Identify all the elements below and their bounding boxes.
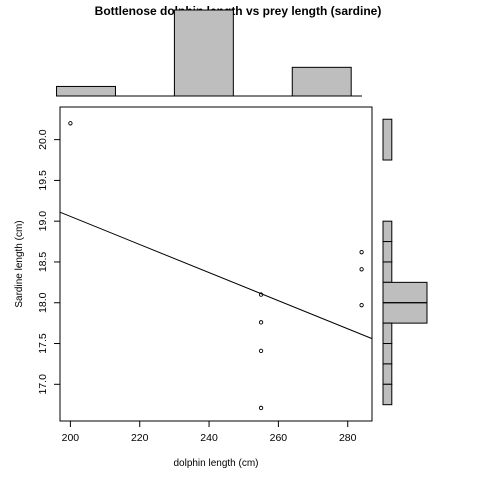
right-histogram-bar	[382, 220, 393, 243]
right-histogram-bar	[382, 363, 393, 385]
data-point	[258, 405, 264, 411]
right-histogram	[382, 118, 428, 406]
x-tick-label: 220	[131, 432, 149, 444]
data-point	[258, 292, 264, 297]
data-point	[359, 303, 364, 308]
data-point	[359, 267, 364, 272]
y-tick-label: 19.0	[37, 211, 49, 232]
x-axis: 200 220 240 260 280	[62, 421, 357, 444]
right-histogram-bar	[382, 281, 428, 304]
top-histogram	[56, 9, 362, 97]
data-point	[258, 320, 264, 325]
x-tick-label: 280	[339, 432, 357, 444]
x-axis-label: dolphin length (cm)	[173, 458, 258, 469]
x-tick-label: 260	[270, 432, 288, 444]
x-tick-label: 200	[62, 432, 80, 444]
y-axis-label: Sardine length (cm)	[14, 220, 25, 307]
y-tick-label: 17.0	[37, 374, 49, 395]
top-histogram-bar	[173, 9, 234, 97]
y-tick-label: 19.5	[37, 170, 49, 191]
right-histogram-bar	[382, 118, 393, 161]
right-histogram-bar	[382, 241, 393, 263]
y-tick-label: 17.5	[37, 333, 49, 354]
data-point	[258, 348, 264, 354]
y-tick-label: 18.5	[37, 252, 49, 273]
right-histogram-bar	[382, 322, 393, 345]
plot-frame	[59, 106, 373, 422]
x-tick-label: 240	[200, 432, 218, 444]
regression-line	[59, 211, 373, 340]
data-point	[68, 121, 73, 126]
chart-title: Bottlenose dolphin length vs prey length…	[95, 4, 382, 18]
y-tick-label: 20.0	[37, 129, 49, 150]
right-histogram-bar	[382, 343, 393, 365]
top-histogram-bar	[291, 66, 352, 97]
y-tick-label: 18.0	[37, 292, 49, 313]
right-histogram-bar	[382, 261, 393, 283]
y-axis: 17.0 17.5 18.0 18.5 19.0 19.5 20.0	[37, 129, 60, 395]
top-histogram-bar	[56, 85, 116, 97]
right-histogram-bar	[382, 383, 393, 406]
right-histogram-bar	[382, 302, 428, 324]
scatter-points	[68, 121, 364, 411]
data-point	[359, 250, 364, 255]
